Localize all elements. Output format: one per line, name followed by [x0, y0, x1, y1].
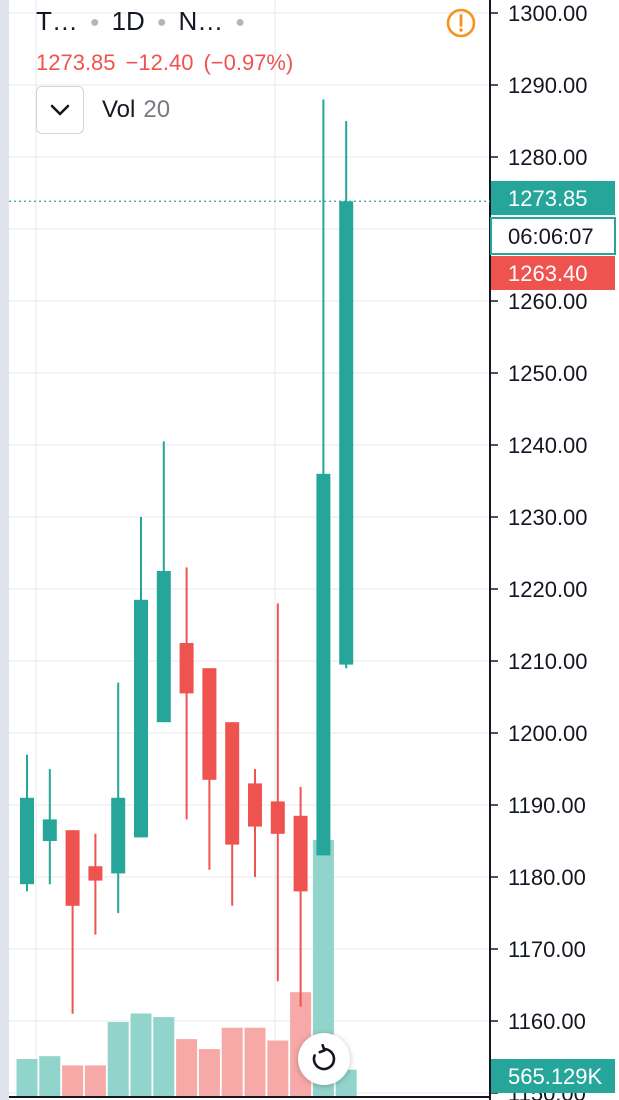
- countdown-tag-bg: [490, 217, 616, 255]
- price-axis: 1300.001290.001280.001270.001260.001250.…: [9, 0, 588, 1100]
- candle-body: [179, 643, 194, 694]
- interval-label[interactable]: 1D: [111, 6, 145, 36]
- volume-bar: [84, 1065, 106, 1096]
- reset-icon: [312, 1044, 336, 1071]
- candle-body: [225, 722, 240, 845]
- candle-body: [248, 783, 262, 827]
- candle-body: [316, 473, 331, 856]
- candle-body: [65, 830, 80, 906]
- separator-dot: ●: [89, 14, 100, 32]
- y-tick-label: 1250.00: [508, 361, 588, 386]
- volume-bar: [107, 1022, 129, 1096]
- last-price: 1273.85: [36, 50, 116, 75]
- volume-bar: [198, 1049, 220, 1096]
- change-percent: (−0.97%): [203, 50, 294, 75]
- symbol-header[interactable]: T… ● 1D ● N… ●: [36, 6, 257, 37]
- candle-body: [111, 797, 126, 874]
- last-price-tag: 1273.85: [508, 186, 588, 211]
- volume-indicator-label[interactable]: Vol: [102, 96, 136, 123]
- volume-bar: [221, 1027, 243, 1096]
- separator-dot: ●: [235, 14, 245, 32]
- volume-value-tag: 565.129K: [508, 1064, 603, 1089]
- chevron-down-icon: [50, 104, 70, 116]
- y-tick-label: 1220.00: [508, 577, 588, 602]
- second-price-tag: 1263.40: [508, 261, 588, 286]
- candle-body: [293, 815, 308, 892]
- volume-bar: [62, 1065, 84, 1096]
- exchange-label: N…: [178, 6, 224, 36]
- candle-body: [88, 866, 103, 881]
- volume-indicator-length: 20: [143, 96, 171, 123]
- quote-line: 1273.85 −12.40 (−0.97%): [36, 50, 303, 76]
- volume-bar: [244, 1027, 266, 1096]
- y-tick-label: 1190.00: [508, 793, 586, 818]
- volume-value-tag-bg: [491, 1059, 615, 1093]
- volume-indicator-row: Vol 20: [36, 84, 170, 136]
- volume-bar: [153, 1017, 175, 1096]
- countdown-tag: 06:06:07: [508, 224, 594, 249]
- left-edge-strip: [0, 0, 9, 1100]
- y-tick-label: 1300.00: [508, 1, 588, 26]
- volume-bar: [16, 1059, 38, 1096]
- volume-bar: [176, 1039, 198, 1096]
- candle-body: [202, 668, 217, 780]
- y-tick-label: 1290.00: [508, 73, 588, 98]
- volume-bar: [312, 840, 334, 1096]
- volume-bar: [130, 1013, 152, 1096]
- warning-icon[interactable]: [445, 7, 477, 39]
- symbol-name[interactable]: T…: [36, 6, 78, 36]
- change-value: −12.40: [125, 50, 194, 75]
- candle-body: [134, 599, 148, 838]
- reset-chart-button[interactable]: [298, 1033, 350, 1085]
- volume-bar: [267, 1040, 289, 1096]
- last-price-tag-bg: [491, 181, 615, 215]
- separator-dot: ●: [156, 14, 167, 32]
- candle-body: [156, 571, 171, 723]
- y-tick-label: 1230.00: [508, 505, 588, 530]
- candle-body: [339, 201, 354, 665]
- second-price-tag-bg: [491, 256, 615, 290]
- y-tick-label: 1280.00: [508, 145, 588, 170]
- volume-bar: [39, 1056, 61, 1096]
- volume-bars: [16, 840, 357, 1096]
- collapse-indicators-button[interactable]: [36, 86, 84, 134]
- y-tick-label: 1210.00: [508, 649, 588, 674]
- y-tick-label: 1160.00: [508, 1009, 586, 1034]
- y-tick-label: 1170.00: [508, 937, 586, 962]
- candle-body: [270, 801, 285, 834]
- y-tick-label: 1180.00: [508, 865, 586, 890]
- grid-lines: [9, 0, 490, 1096]
- candlesticks: [20, 99, 354, 1014]
- price-labels: 1273.85 06:06:07 1263.40 565.129K: [9, 181, 616, 1093]
- y-tick-label: 1260.00: [508, 289, 588, 314]
- candle-body: [42, 819, 57, 841]
- candle-body: [20, 797, 34, 885]
- y-tick-label: 1200.00: [508, 721, 588, 746]
- y-tick-label: 1240.00: [508, 433, 588, 458]
